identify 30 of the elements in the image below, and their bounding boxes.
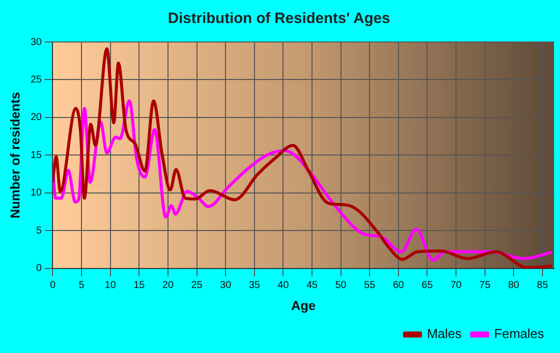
x-tick-label: 45: [306, 280, 318, 292]
y-tick-label: 20: [30, 112, 42, 124]
x-tick-label: 20: [162, 280, 174, 292]
y-tick-label: 10: [30, 188, 42, 199]
x-tick-label: 35: [248, 280, 260, 292]
x-tick-label: 85: [536, 280, 548, 292]
x-tick-label: 80: [508, 280, 520, 292]
x-tick-label: 0: [50, 280, 56, 292]
x-axis-title: Age: [291, 298, 316, 313]
y-tick-label: 5: [36, 225, 42, 236]
x-tick-label: 25: [191, 280, 203, 292]
x-tick-label: 5: [78, 280, 85, 292]
x-tick-label: 60: [392, 280, 404, 292]
x-tick-label: 70: [450, 280, 462, 292]
x-tick-label: 65: [422, 280, 434, 292]
x-tick-label: 10: [104, 280, 116, 292]
x-tick-label: 75: [479, 280, 491, 292]
y-tick-label: 15: [30, 150, 42, 161]
legend-label: Males: [426, 326, 462, 342]
chart-title: Distribution of Residents' Ages: [168, 10, 390, 28]
x-tick-label: 50: [335, 280, 347, 292]
y-axis-title: Number of residents: [7, 92, 22, 218]
y-tick-label: 0: [36, 263, 42, 274]
y-tick-label: 25: [30, 74, 42, 86]
y-tick-label: 30: [30, 36, 42, 48]
x-tick-label: 15: [134, 280, 146, 292]
x-tick-label: 30: [220, 280, 232, 292]
x-tick-label: 55: [364, 280, 376, 292]
legend-label: Females: [494, 326, 544, 342]
x-tick-label: 40: [278, 280, 290, 292]
